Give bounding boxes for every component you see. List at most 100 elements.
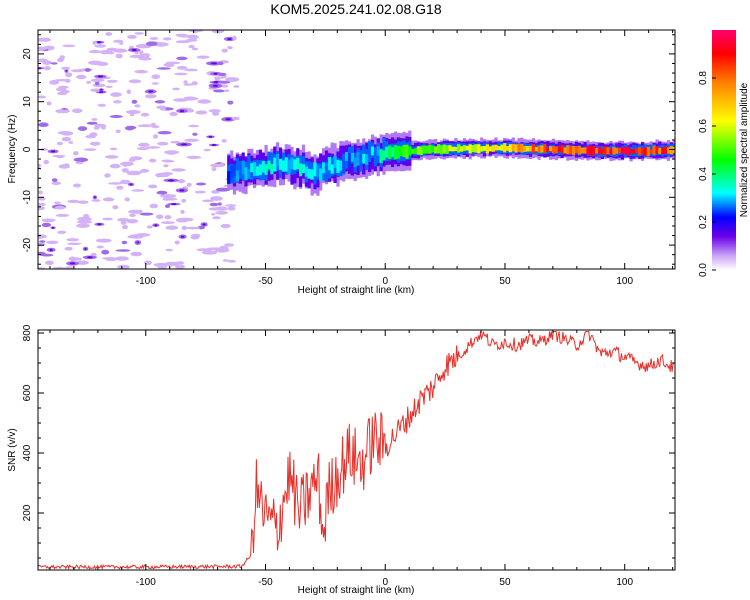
ridge-cell: [632, 148, 636, 154]
ridge-cell: [350, 152, 354, 162]
ridge-cell: [623, 146, 627, 155]
ridge-cell: [327, 156, 331, 171]
colorbar-ticks: 0.0 0.2 0.4 0.6 0.8: [698, 71, 716, 277]
noise-blob: [50, 62, 58, 65]
noise-blob: [153, 263, 169, 267]
ridge-cell: [396, 146, 400, 159]
colorbar: 0.0 0.2 0.4 0.6 0.8 Normalized spectral ampl…: [698, 30, 750, 277]
noise-blob-core: [179, 110, 185, 112]
ridge-cell: [566, 145, 570, 155]
noise-blob: [186, 182, 192, 187]
ridge-cell: [356, 151, 360, 166]
ridge-cell: [235, 158, 239, 179]
snr-panel: -100 -50 0 50 100 200 400 600 800 Height of str…: [7, 324, 676, 596]
noise-blob: [38, 58, 48, 63]
ridge-cell: [583, 147, 587, 154]
noise-blob: [67, 199, 80, 203]
ridge-cell: [388, 145, 392, 159]
noise-blob: [43, 159, 49, 165]
noise-blob: [176, 56, 188, 61]
ridge-cell: [347, 153, 352, 168]
noise-blob: [149, 203, 159, 209]
ridge-cell: [276, 154, 280, 166]
x-tick-label: -50: [258, 577, 273, 588]
noise-blob: [164, 215, 172, 220]
ridge-cell: [310, 169, 314, 180]
noise-blob: [65, 266, 74, 269]
noise-blob: [139, 169, 150, 173]
ridge-cell: [399, 146, 403, 156]
ridge-cell: [612, 146, 616, 155]
ridge-cell: [669, 146, 673, 155]
noise-blob-core: [210, 62, 218, 65]
noise-blob: [128, 158, 136, 162]
noise-blob: [156, 105, 167, 110]
noise-blob-core: [69, 262, 76, 265]
noise-blob: [89, 132, 98, 137]
noise-blob: [83, 214, 90, 219]
noise-blob: [136, 147, 150, 151]
colorbar-tick-label: 0.0: [698, 263, 709, 277]
noise-blob: [51, 178, 58, 183]
ridge-cell: [554, 146, 558, 154]
noise-blob: [41, 218, 56, 223]
noise-blob: [121, 168, 129, 173]
noise-blob: [67, 242, 82, 246]
x-tick-label: -50: [258, 276, 273, 287]
ridge-cell: [460, 146, 464, 152]
ridge-cell: [284, 157, 288, 172]
ridge-cell: [494, 144, 498, 151]
ridge-cell: [514, 144, 518, 153]
noise-blob: [197, 99, 212, 104]
ridge-cell: [543, 144, 547, 154]
noise-blob: [110, 92, 122, 97]
ridge-cell: [589, 145, 593, 156]
noise-blob: [151, 125, 160, 129]
ridge-cell: [408, 146, 412, 156]
noise-blob: [171, 168, 186, 172]
ridge-cell: [414, 148, 418, 154]
noise-blob-core: [181, 235, 185, 238]
ridge-cell: [488, 146, 492, 152]
noise-blob: [224, 89, 230, 92]
noise-blob: [217, 202, 222, 206]
ridge-cell: [359, 152, 363, 166]
noise-blob: [86, 121, 98, 125]
noise-blob: [66, 238, 79, 242]
ridge-cell: [531, 144, 535, 153]
noise-blob: [43, 66, 51, 71]
noise-blob-core: [212, 84, 219, 87]
y-tick-label: -10: [22, 190, 33, 205]
ridge-cell: [586, 145, 590, 155]
ridge-cell: [304, 166, 308, 177]
spectrogram-y-axis: -20 -10 0 10 20: [22, 34, 675, 265]
ridge-cell: [316, 165, 320, 178]
ridge-cell: [474, 144, 478, 153]
noise-blob: [116, 185, 124, 190]
noise-blob: [137, 124, 153, 128]
ridge-cell: [480, 146, 484, 152]
ridge-cell: [520, 143, 524, 153]
ridge-cell: [261, 161, 265, 173]
ridge-cell: [232, 164, 237, 177]
ridge-cell: [362, 144, 366, 162]
noise-blob: [216, 187, 231, 192]
ridge-cell: [638, 147, 642, 156]
noise-blob: [212, 216, 221, 220]
ridge-cell: [278, 158, 283, 170]
noise-blob: [109, 115, 123, 118]
noise-blob: [129, 213, 136, 217]
noise-blob: [38, 197, 46, 201]
ridge-cell: [629, 149, 633, 154]
ridge-cell: [322, 162, 326, 174]
noise-blob: [202, 199, 215, 203]
noise-blob: [210, 196, 223, 201]
noise-blob: [97, 103, 107, 107]
ridge-cell: [281, 160, 285, 172]
x-tick-label: 50: [499, 577, 511, 588]
noise-blob: [160, 194, 177, 199]
noise-blob: [77, 126, 88, 131]
ridge-cell: [255, 166, 260, 176]
noise-blob: [56, 141, 63, 146]
ridge-cell: [618, 147, 622, 154]
